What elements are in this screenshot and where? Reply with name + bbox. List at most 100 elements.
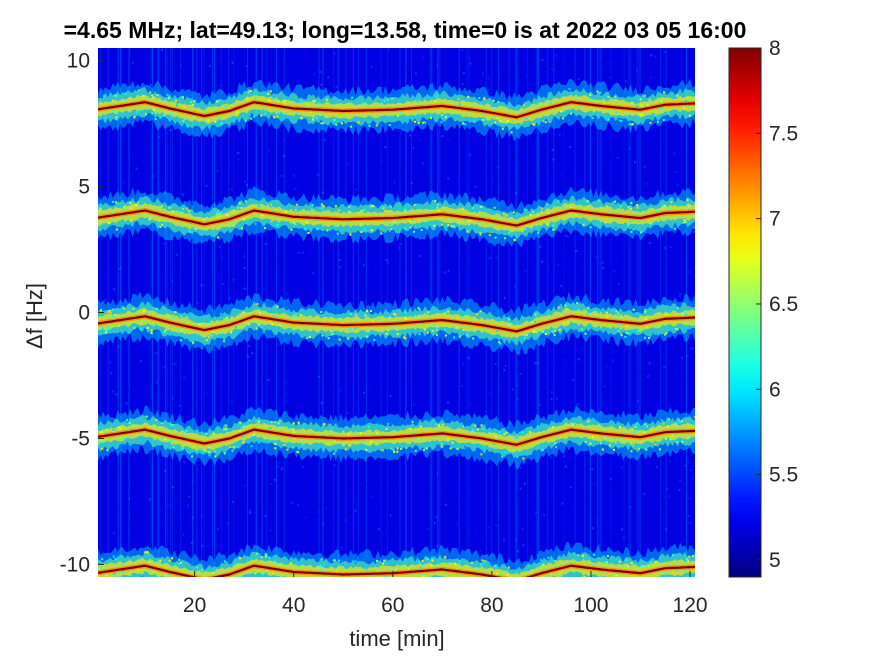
band-speck — [630, 328, 633, 331]
noise-speck — [201, 401, 204, 404]
noise-speck — [445, 130, 448, 133]
noise-speck — [333, 464, 336, 466]
band-speck — [473, 120, 476, 122]
noise-speck — [283, 370, 286, 373]
noise-speck — [456, 523, 459, 526]
noise-speck — [202, 251, 205, 254]
noise-speck — [516, 398, 519, 401]
noise-speck — [389, 394, 392, 397]
noise-speck — [620, 466, 623, 469]
noise-speck — [232, 500, 234, 503]
band-speck — [605, 315, 608, 318]
noise-speck — [523, 91, 526, 94]
noise-speck — [578, 264, 581, 267]
noise-speck — [117, 49, 120, 52]
noise-speck — [163, 242, 166, 245]
band-speck — [532, 211, 535, 214]
band-speck — [310, 208, 313, 211]
noise-speck — [278, 372, 281, 375]
noise-speck — [140, 360, 143, 363]
noise-speck — [436, 539, 439, 542]
band-speck — [687, 555, 690, 558]
noise-speck — [513, 68, 516, 71]
band-speck — [337, 559, 340, 562]
noise-speck — [191, 200, 193, 203]
noise-speck — [508, 169, 511, 172]
band-speck — [376, 211, 379, 214]
noise-speck — [144, 470, 146, 473]
band-speck — [135, 111, 138, 114]
band-speck — [680, 420, 683, 423]
band-speck — [544, 333, 547, 336]
band-speck — [630, 450, 633, 453]
band-speck — [465, 312, 468, 315]
x-tick-label: 100 — [573, 594, 608, 617]
band-speck — [234, 326, 237, 329]
band-speck — [295, 312, 298, 315]
band-speck — [385, 332, 388, 335]
band-speck — [175, 104, 178, 107]
band-speck — [223, 452, 226, 455]
band-speck — [689, 582, 691, 584]
noise-speck — [669, 287, 672, 290]
band-speck — [445, 115, 447, 118]
noise-speck — [591, 508, 594, 511]
noise-speck — [427, 528, 430, 531]
band-speck — [172, 586, 174, 588]
noise-speck — [545, 81, 548, 84]
band-speck — [450, 225, 453, 228]
band-speck — [123, 307, 126, 310]
band-speck — [551, 426, 554, 429]
noise-speck — [200, 284, 203, 287]
noise-speck — [484, 410, 487, 413]
band-speck — [626, 224, 629, 227]
noise-speck — [360, 286, 362, 289]
band-speck — [579, 578, 581, 580]
noise-speck — [320, 148, 323, 151]
band-speck — [396, 333, 399, 336]
noise-speck — [337, 522, 340, 525]
band-speck — [376, 432, 379, 435]
band-speck — [617, 312, 620, 315]
band-speck — [230, 104, 233, 107]
band-speck — [264, 112, 267, 115]
band-speck — [357, 121, 360, 124]
band-speck — [657, 220, 660, 223]
band-speck — [202, 218, 205, 221]
noise-speck — [634, 161, 637, 164]
noise-speck — [113, 237, 116, 240]
noise-speck — [448, 344, 451, 347]
noise-speck — [586, 155, 589, 158]
noise-speck — [479, 550, 482, 553]
band-speck — [508, 231, 511, 234]
noise-speck — [207, 545, 210, 548]
noise-speck — [400, 243, 403, 246]
noise-speck — [290, 72, 293, 74]
noise-speck — [317, 397, 320, 400]
band-speck — [677, 418, 680, 421]
noise-speck — [595, 382, 598, 385]
band-speck — [627, 206, 630, 209]
band-speck — [494, 121, 497, 124]
noise-speck — [319, 70, 322, 73]
band-speck — [146, 326, 149, 329]
noise-speck — [408, 277, 411, 280]
noise-speck — [482, 242, 485, 245]
noise-speck — [125, 402, 128, 405]
noise-speck — [419, 370, 422, 373]
noise-speck — [316, 166, 319, 169]
band-speck — [489, 223, 492, 226]
noise-speck — [230, 188, 233, 191]
noise-speck — [253, 358, 256, 361]
band-speck — [531, 122, 534, 125]
band-speck — [510, 131, 513, 134]
band-speck — [385, 428, 388, 430]
noise-speck — [438, 55, 441, 58]
band-speck — [274, 421, 276, 424]
noise-speck — [298, 64, 301, 67]
band-speck — [608, 444, 611, 447]
band-speck — [449, 447, 452, 450]
band-speck — [363, 228, 366, 231]
band-speck — [146, 551, 149, 554]
